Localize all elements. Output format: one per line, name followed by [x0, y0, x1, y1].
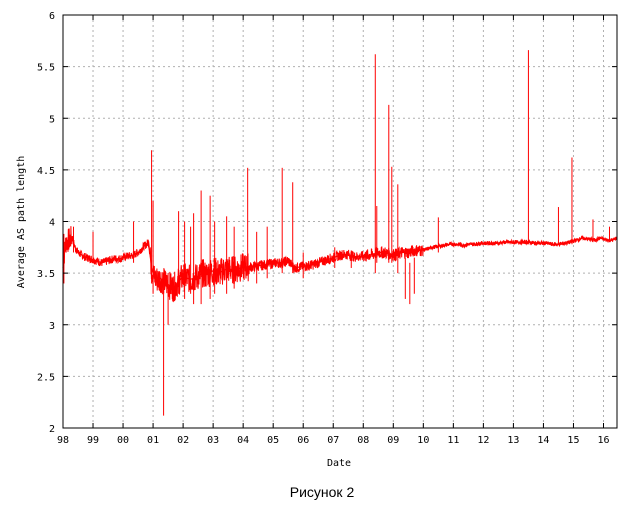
- x-tick-label: 98: [57, 435, 69, 446]
- y-tick-label: 2.5: [37, 372, 55, 383]
- y-tick-label: 4.5: [37, 166, 55, 177]
- x-tick-label: 06: [297, 435, 309, 446]
- series-noise: [62, 226, 618, 303]
- x-tick-label: 99: [87, 435, 99, 446]
- y-tick-label: 4: [49, 218, 55, 229]
- x-tick-label: 08: [357, 435, 369, 446]
- x-tick-label: 01: [147, 435, 159, 446]
- y-tick-label: 3: [49, 321, 55, 332]
- x-tick-label: 12: [477, 435, 489, 446]
- x-tick-label: 05: [267, 435, 279, 446]
- y-tick-label: 6: [49, 11, 55, 22]
- x-tick-label: 09: [387, 435, 399, 446]
- x-tick-label: 00: [117, 435, 129, 446]
- axis-ticks: 2 2.5 3 3.5 4 4.5 5 5.5 6 98 99 00 01 02 03 04 05 06 07 08 0…: [37, 11, 617, 446]
- x-axis-label: Date: [327, 458, 351, 469]
- x-tick-label: 02: [177, 435, 189, 446]
- y-axis-label: Average AS path length: [16, 156, 27, 288]
- x-tick-label: 04: [237, 435, 249, 446]
- figure-caption: Рисунок 2: [289, 484, 355, 500]
- x-tick-label: 14: [537, 435, 549, 446]
- x-tick-label: 07: [327, 435, 339, 446]
- y-tick-label: 5.5: [37, 63, 55, 74]
- y-tick-label: 3.5: [37, 269, 55, 280]
- y-tick-label: 2: [49, 424, 55, 435]
- x-tick-label: 16: [597, 435, 609, 446]
- x-tick-label: 10: [417, 435, 429, 446]
- x-tick-label: 15: [567, 435, 579, 446]
- x-tick-label: 11: [447, 435, 459, 446]
- chart-background: [0, 0, 644, 470]
- series-line: [62, 235, 618, 289]
- series-red: [62, 50, 618, 416]
- x-tick-label: 03: [207, 435, 219, 446]
- y-tick-label: 5: [49, 114, 55, 125]
- line-chart: 2 2.5 3 3.5 4 4.5 5 5.5 6 98 99 00 01 02 03 04 05 06 07 08 0…: [0, 0, 644, 470]
- x-tick-label: 13: [507, 435, 519, 446]
